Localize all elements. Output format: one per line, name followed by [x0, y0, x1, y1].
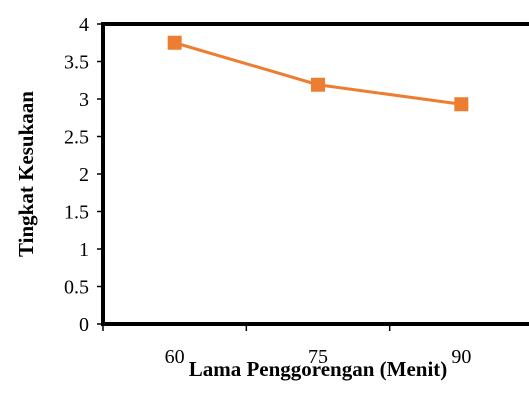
data-point-marker — [454, 97, 468, 111]
x-tick-label: 90 — [451, 346, 471, 368]
x-axis-title: Lama Penggorengan (Menit) — [189, 357, 448, 381]
series-layer — [168, 36, 469, 112]
y-axis-title: Tingkat Kesukaan — [14, 91, 38, 257]
y-tick-label: 4 — [79, 14, 89, 36]
y-tick-label: 0.5 — [64, 277, 89, 299]
data-point-marker — [311, 78, 325, 92]
y-tick-label: 1.5 — [64, 202, 89, 224]
y-axis: 0 0.5 1 1.5 2 2.5 3 3.5 4 — [64, 14, 103, 336]
x-tick-label: 60 — [165, 346, 185, 368]
y-tick-label: 1 — [79, 239, 89, 261]
series-line — [175, 43, 462, 105]
y-tick-label: 2.5 — [64, 127, 89, 149]
y-tick-label: 0 — [79, 314, 89, 336]
y-tick-label: 3 — [79, 89, 89, 111]
y-tick-label: 2 — [79, 164, 89, 186]
data-point-marker — [168, 36, 182, 50]
y-tick-label: 3.5 — [64, 52, 89, 74]
plot-area-frame — [103, 24, 529, 324]
